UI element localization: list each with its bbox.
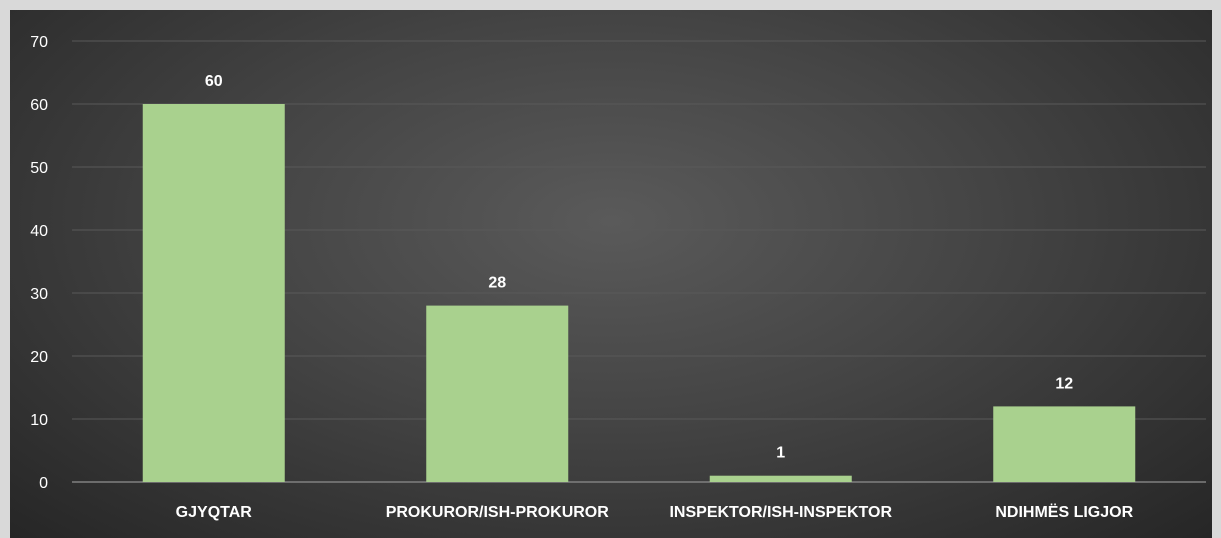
x-tick-label: INSPEKTOR/ISH-INSPEKTOR bbox=[669, 504, 892, 521]
y-tick-label: 0 bbox=[39, 475, 48, 492]
x-axis: GJYQTAR PROKUROR/ISH-PROKUROR INSPEKTOR/IS… bbox=[176, 503, 1134, 521]
data-label: 12 bbox=[1055, 375, 1073, 392]
bar bbox=[993, 406, 1136, 482]
y-tick-label: 70 bbox=[30, 34, 48, 51]
bars bbox=[142, 104, 1136, 482]
y-tick-label: 10 bbox=[30, 412, 48, 429]
bar bbox=[426, 305, 569, 482]
y-tick-label: 40 bbox=[30, 223, 48, 240]
x-tick-label: GJYQTAR bbox=[176, 504, 253, 521]
y-tick-label: 50 bbox=[30, 160, 48, 177]
y-tick-label: 60 bbox=[30, 97, 48, 114]
y-axis: 0 10 20 30 40 50 60 70 bbox=[30, 34, 48, 492]
bar bbox=[709, 475, 852, 482]
x-tick-label: PROKUROR/ISH-PROKUROR bbox=[386, 504, 610, 521]
data-label: 1 bbox=[776, 445, 785, 462]
data-label: 60 bbox=[205, 73, 223, 90]
bar bbox=[142, 104, 285, 482]
y-tick-label: 20 bbox=[30, 349, 48, 366]
x-tick-label: NDIHMËS LIGJOR bbox=[995, 503, 1133, 521]
y-tick-label: 30 bbox=[30, 286, 48, 303]
data-labels: 60 28 1 12 bbox=[205, 73, 1073, 462]
data-label: 28 bbox=[488, 275, 506, 292]
